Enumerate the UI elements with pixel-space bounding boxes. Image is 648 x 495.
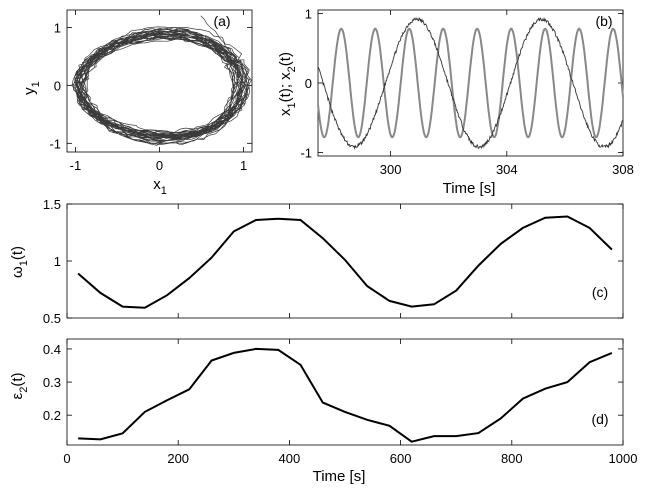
epsilon-line [78, 347, 613, 443]
x-tick-label: 400 [279, 451, 301, 466]
y-tick-label: -1 [49, 136, 61, 151]
y-tick-label: 0 [54, 78, 61, 93]
x-tick-label: 0 [63, 451, 70, 466]
series-line-0 [317, 27, 624, 139]
y-tick-label: 1.5 [43, 197, 61, 212]
x-tick-label: 308 [612, 162, 634, 177]
panel-0: -1 0 1 -1 0 1 (a) x1 y1 [21, 9, 253, 197]
y-tick-label: 0.5 [43, 311, 61, 326]
x-axis-label: Time [s] [313, 468, 366, 485]
panel-3: 0 200 400 600 800 1000 0.2 0.3 0.4 (d) Time [s] ε2(… [9, 338, 638, 485]
y-tick-label: -1 [300, 146, 312, 161]
x-tick-label: -1 [70, 158, 82, 173]
x-tick-label: 304 [496, 162, 518, 177]
panel-label: (a) [213, 13, 230, 29]
panel-label: (c) [592, 284, 608, 300]
y-tick-label: 1 [54, 20, 61, 35]
x-tick-label: 800 [501, 451, 523, 466]
y-axis-label: x1(t); x2(t) [277, 52, 298, 116]
plot-frame [66, 338, 624, 446]
trajectory-line [71, 15, 252, 146]
y-tick-label: 0.4 [43, 342, 61, 357]
omega-line [77, 215, 613, 309]
y-axis-label: ε2(t) [9, 373, 30, 400]
y-tick-label: 0 [305, 76, 312, 91]
series-line-1 [317, 16, 624, 150]
x-axis-label: Time [s] [443, 180, 496, 197]
x-tick-label: 600 [390, 451, 412, 466]
y-tick-label: 0.3 [43, 375, 61, 390]
panel-1: 300 304 308 -1 0 1 (b) Time [s] x1(t); x2(t) [277, 6, 634, 197]
y-tick-label: 0.2 [43, 408, 61, 423]
panel-label: (d) [591, 411, 608, 427]
panel-label: (b) [595, 13, 612, 29]
x-tick-label: 1 [240, 158, 247, 173]
x-tick-label: 300 [380, 162, 402, 177]
y-axis-label: y1 [21, 81, 42, 95]
x-tick-label: 1000 [609, 451, 638, 466]
y-tick-label: 1 [54, 254, 61, 269]
y-tick-label: 1 [305, 6, 312, 21]
y-axis-label: ω1(t) [9, 246, 30, 278]
x-tick-label: 200 [167, 451, 189, 466]
x-tick-label: 0 [156, 158, 163, 173]
panel-2: 0.5 1 1.5 (c) ω1(t) [9, 197, 624, 326]
x-axis-label: x1 [153, 176, 167, 197]
